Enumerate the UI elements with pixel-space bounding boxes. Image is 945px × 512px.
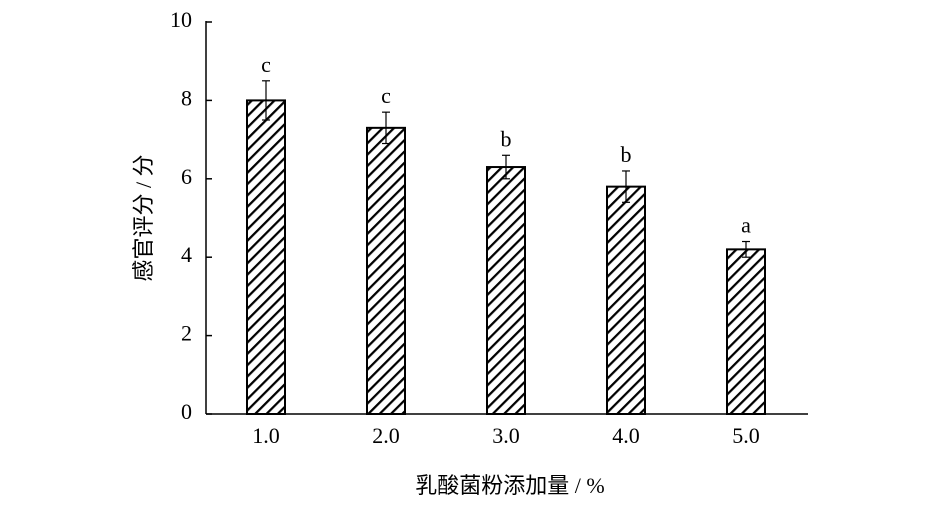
x-tick-label: 4.0 [612, 423, 640, 448]
y-tick-label: 4 [181, 242, 192, 267]
bar [366, 126, 406, 415]
x-tick-label: 1.0 [252, 423, 280, 448]
y-tick-label: 8 [181, 85, 192, 110]
y-tick-label: 10 [170, 7, 192, 32]
bar [726, 248, 766, 415]
x-tick-label: 2.0 [372, 423, 400, 448]
bar [486, 166, 526, 415]
significance-label: c [261, 52, 271, 77]
significance-label: c [381, 83, 391, 108]
y-tick-label: 6 [181, 164, 192, 189]
y-tick-label: 0 [181, 399, 192, 424]
significance-label: b [501, 126, 512, 151]
y-tick-label: 2 [181, 321, 192, 346]
bar [606, 185, 646, 415]
significance-label: b [621, 142, 632, 167]
significance-label: a [741, 213, 751, 238]
x-tick-label: 3.0 [492, 423, 520, 448]
bar [246, 99, 286, 416]
y-axis-title: 感官评分 / 分 [131, 154, 156, 281]
x-axis-title: 乳酸菌粉添加量 / % [415, 473, 604, 498]
x-tick-label: 5.0 [732, 423, 760, 448]
